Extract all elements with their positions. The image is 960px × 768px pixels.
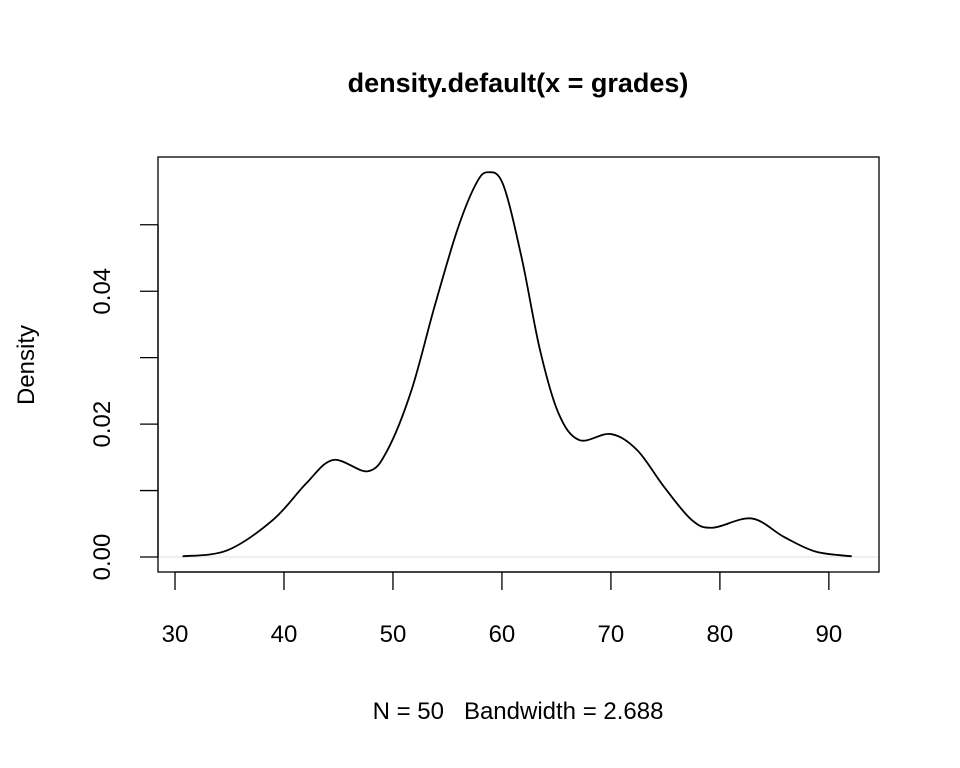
x-tick-label: 30 [162,621,189,648]
y-tick-label: 0.00 [89,534,116,581]
chart-title: density.default(x = grades) [348,68,689,98]
x-tick-label: 40 [271,621,298,648]
plot-box [157,156,880,573]
x-tick-label: 90 [816,621,843,648]
x-axis-label: N = 50 Bandwidth = 2.688 [373,698,664,725]
plot-area [158,171,879,558]
y-tick-label: 0.04 [89,268,116,315]
x-tick-label: 50 [380,621,407,648]
x-tick-label: 70 [598,621,625,648]
x-tick-label: 80 [707,621,734,648]
density-line [182,171,852,558]
y-axis: 0.00 0.02 0.04 [89,224,159,581]
x-axis: 30 40 50 60 70 80 90 [162,571,843,648]
y-tick-label: 0.02 [89,401,116,448]
y-axis-label: Density [13,325,40,405]
x-tick-label: 60 [489,621,516,648]
